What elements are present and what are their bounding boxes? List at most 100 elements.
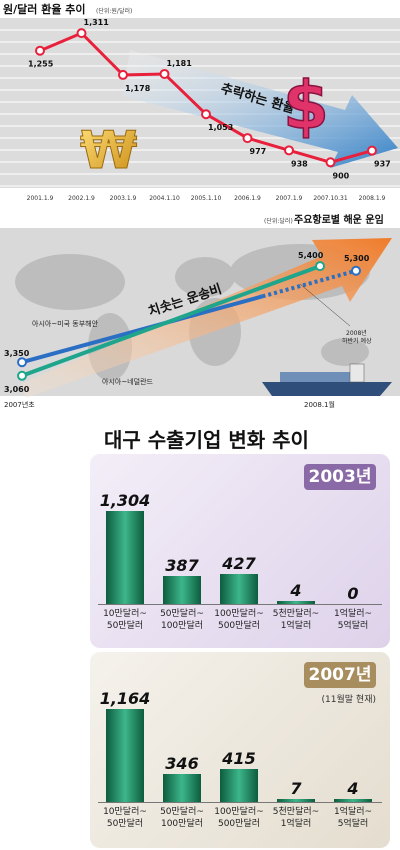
freight-value-label: 3,350 [4, 349, 30, 358]
rate-point [242, 133, 253, 144]
forecast-label: 2008년 하반기 예상 [342, 329, 372, 345]
bar [220, 573, 258, 604]
rate-point [325, 157, 336, 168]
bar-value-label: 387 [165, 556, 199, 576]
bar-category-label: 1억달러~ 5억달러 [333, 609, 373, 631]
bar-category-label: 50만달러~ 100만달러 [160, 807, 204, 829]
route2-line [21, 264, 321, 378]
baseline [98, 802, 382, 803]
unit-label: (단위:원/달러) [96, 7, 132, 15]
freight-chart: (단위:달러) 주요항로별 해운 운임 치솟는 운송비 3,350 5,300 3,… [0, 212, 400, 410]
freight-series: 3,350 5,300 3,060 5,400 [4, 251, 370, 394]
rate-value-label: 1,053 [208, 123, 233, 132]
bar-category-label: 1억달러~ 5억달러 [333, 807, 373, 829]
freight-svg: (단위:달러) 주요항로별 해운 운임 치솟는 운송비 3,3505,3003,… [0, 213, 400, 409]
exporters-chart: 대구 수출기업 변화 추이 2003년 1,304 10만달러~ 50만달러 387… [0, 418, 400, 850]
x-tick-label: 2007.10.31 [313, 195, 348, 202]
x-tick-label: 2003.1.9 [110, 195, 137, 202]
chart-title: 대구 수출기업 변화 추이 [104, 428, 309, 452]
bar [277, 799, 315, 802]
panel-2003: 2003년 1,304 10만달러~ 50만달러 387 50만달러~ 100만달러 4… [90, 454, 390, 648]
x-tick-label: 2006.1.9 [234, 195, 261, 202]
bar-value-label: 0 [347, 584, 359, 603]
bar-category-label: 5천만달러~ 1억달러 [272, 609, 320, 631]
freight-value-label: 5,400 [298, 251, 324, 260]
x-tick-labels: 2001.1.9 2002.1.9 2003.1.9 2004.1.10 2005.1.… [27, 195, 386, 202]
rate-point [159, 68, 170, 79]
bar-value-label: 4 [290, 581, 302, 600]
bar-value-label: 427 [222, 553, 256, 573]
chart-title: 주요항로별 해운 운임 [294, 213, 384, 226]
freight-point [17, 357, 27, 368]
bar [106, 510, 144, 604]
rate-value-label: 1,181 [167, 59, 193, 68]
exchange-rate-chart: 추락하는 환율 ₩ $ 1,255 1,311 1,178 1,181 1,053 977… [0, 0, 400, 205]
freight-value-label: 5,300 [344, 254, 370, 263]
bar [334, 799, 372, 802]
bar [163, 774, 201, 802]
rate-point [201, 109, 211, 120]
bar-value-label: 1,304 [99, 490, 151, 510]
exchange-rate-svg: 추락하는 환율 ₩ $ 1,2551,3111,1781,1811,053977… [0, 2, 400, 202]
x-tick-label: 2001.1.9 [27, 195, 54, 202]
freight-point [315, 261, 325, 272]
rate-value-label: 1,255 [28, 60, 54, 69]
end-label: 2008.1월 [304, 400, 335, 409]
forecast-label-line1: 2008년 [346, 329, 367, 337]
year-badge-2007: 2007년 [304, 662, 376, 688]
rate-point [35, 45, 45, 56]
x-tick-label: 2004.1.10 [149, 195, 180, 202]
rate-value-label: 1,178 [125, 84, 151, 93]
x-tick-label: 2007.1.9 [276, 195, 303, 202]
panel-2007: 2007년 (11월말 현재) 1,164 10만달러~ 50만달러 346 50만달… [90, 652, 390, 848]
rate-value-label: 900 [333, 171, 350, 180]
forecast-label-line2: 하반기 예상 [342, 337, 372, 345]
rate-point [284, 145, 294, 156]
year-badge-2003: 2003년 [304, 464, 376, 490]
x-tick-label: 2005.1.10 [191, 195, 222, 202]
rising-arrow [20, 238, 392, 398]
forecast-leader [299, 283, 351, 327]
bar-value-label: 1,164 [99, 688, 151, 708]
bar-category-label: 100만달러~ 500만달러 [214, 609, 264, 631]
freight-point [351, 265, 361, 276]
bar-value-label: 4 [347, 779, 359, 798]
rate-value-label: 1,311 [84, 18, 110, 27]
bar [106, 708, 144, 802]
bar-category-label: 10만달러~ 50만달러 [103, 609, 147, 631]
rate-value-label: 937 [374, 160, 391, 169]
freight-value-label: 3,060 [4, 385, 30, 394]
x-tick-label: 2008.1.9 [359, 195, 386, 202]
rate-point [367, 145, 377, 156]
bar-category-label: 10만달러~ 50만달러 [103, 807, 147, 829]
freight-point [17, 370, 27, 381]
route1-forecast-line [261, 268, 357, 299]
ship-icon [262, 363, 392, 396]
rate-value-label: 977 [250, 147, 267, 156]
bar [163, 576, 201, 604]
won-icon: ₩ [80, 121, 137, 181]
bar [220, 768, 258, 802]
rate-value-label: 938 [291, 159, 308, 168]
bar-value-label: 415 [222, 748, 256, 768]
route1-label: 아시아~미국 동부해안 [32, 319, 99, 328]
x-tick-label: 2002.1.9 [68, 195, 95, 202]
bar-category-label: 50만달러~ 100만달러 [160, 609, 204, 631]
bar-value-label: 346 [165, 754, 199, 774]
rate-point [118, 69, 128, 80]
route2-label: 아시아~네덜란드 [102, 377, 154, 386]
rate-point [76, 28, 87, 39]
bar [277, 601, 315, 604]
exchange-rate-series: 1,255 1,311 1,178 1,181 1,053 977 938 900 937 [28, 18, 391, 180]
falling-arrow [122, 50, 398, 168]
bar-value-label: 7 [290, 779, 302, 798]
start-label: 2007년초 [4, 400, 35, 409]
route1-line [21, 294, 264, 365]
baseline [98, 604, 382, 605]
bar-category-label: 5천만달러~ 1억달러 [272, 807, 320, 829]
dollar-icon: $ [283, 67, 329, 144]
bar-category-label: 100만달러~ 500만달러 [214, 807, 264, 829]
year-note: (11월말 현재) [321, 695, 376, 705]
unit-label: (단위:달러) [264, 217, 293, 225]
chart-title: 원/달러 환율 추이 [3, 2, 86, 16]
